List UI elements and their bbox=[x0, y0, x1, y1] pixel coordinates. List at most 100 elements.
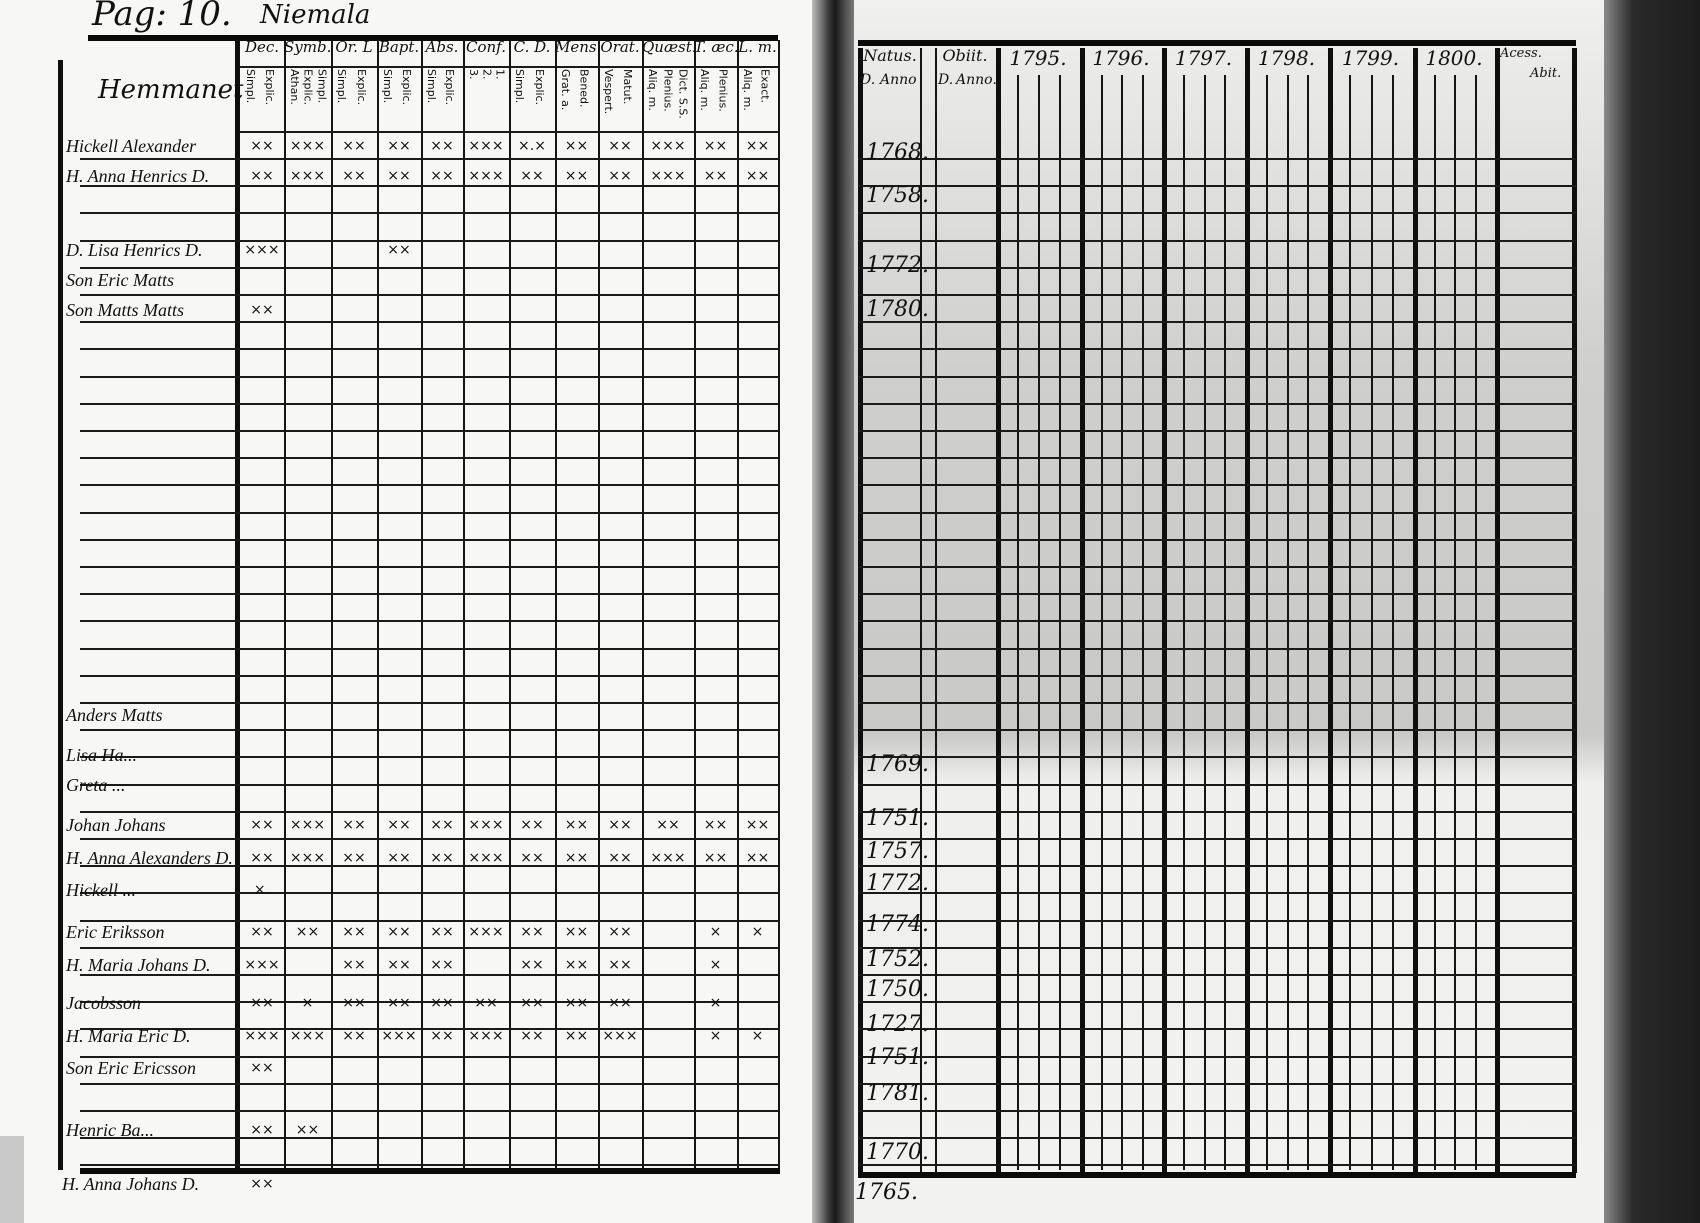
row-line bbox=[858, 1164, 1576, 1166]
book-binding bbox=[812, 0, 854, 1223]
attainment-mark: ×× bbox=[608, 168, 632, 184]
subcolumn-line bbox=[1307, 75, 1309, 1170]
row-line bbox=[858, 811, 1576, 813]
attainment-mark: ×× bbox=[250, 1060, 274, 1076]
year-column-header: 1796. bbox=[1092, 46, 1150, 70]
attainment-mark: ×× bbox=[342, 850, 366, 866]
row-line bbox=[858, 566, 1576, 568]
row-line bbox=[858, 892, 1576, 894]
register-entry-name: Hickell Alexander bbox=[66, 136, 197, 156]
accessit-header: Acess. bbox=[1500, 46, 1542, 61]
header-rule bbox=[858, 40, 1576, 46]
attainment-mark: ××× bbox=[244, 242, 280, 258]
row-line bbox=[858, 1001, 1576, 1003]
column-subheader: Explic. bbox=[443, 69, 456, 106]
attainment-mark: × bbox=[301, 995, 314, 1011]
name-column-border bbox=[235, 40, 240, 1170]
column-subheader: Simpl. bbox=[335, 69, 348, 104]
row-line bbox=[858, 403, 1576, 405]
column-header-label: Quæst. bbox=[642, 38, 697, 56]
birth-year: 1751. bbox=[866, 806, 929, 831]
attainment-mark: ×× bbox=[387, 957, 411, 973]
birth-year: 1769. bbox=[866, 752, 929, 777]
column-line bbox=[1572, 48, 1577, 1173]
birth-year: 1727. bbox=[866, 1012, 929, 1037]
column-line bbox=[284, 40, 286, 1170]
row-line bbox=[80, 430, 780, 432]
row-line bbox=[858, 593, 1576, 595]
attainment-mark: ×× bbox=[703, 850, 728, 866]
subcolumn-line bbox=[1434, 75, 1436, 1170]
attainment-mark: ×× bbox=[250, 168, 274, 184]
row-line bbox=[858, 920, 1576, 922]
row-line bbox=[80, 838, 780, 840]
attainment-mark: ××× bbox=[468, 1028, 504, 1044]
attainment-mark: ×× bbox=[430, 850, 454, 866]
row-line bbox=[858, 974, 1576, 976]
row-line bbox=[80, 566, 780, 568]
row-line bbox=[858, 1083, 1576, 1085]
column-line bbox=[1245, 48, 1250, 1173]
column-subheader: Athan. bbox=[288, 69, 301, 105]
row-line bbox=[80, 865, 780, 867]
column-line bbox=[1162, 48, 1167, 1173]
attainment-mark: ×× bbox=[745, 817, 770, 833]
attainment-mark: ×× bbox=[564, 138, 589, 154]
attainment-mark: ×× bbox=[703, 138, 728, 154]
attainment-mark: × bbox=[709, 924, 722, 940]
attainment-mark: ×× bbox=[564, 817, 589, 833]
column-subheader: Bened. bbox=[577, 69, 591, 108]
register-entry-name: Son Eric Matts bbox=[66, 270, 174, 290]
column-subheader: 1. bbox=[493, 69, 507, 80]
attainment-mark: ×× bbox=[250, 817, 274, 833]
column-line bbox=[509, 40, 511, 1170]
book-edge bbox=[1604, 0, 1700, 1223]
birth-year: 1758. bbox=[866, 183, 929, 208]
year-column-header: 1799. bbox=[1341, 46, 1400, 70]
column-subheader: Explic. bbox=[263, 69, 276, 106]
attainment-mark: ×.× bbox=[518, 138, 546, 154]
row-line bbox=[80, 784, 780, 786]
year-column-header: 1798. bbox=[1257, 46, 1316, 70]
attainment-mark: ×× bbox=[387, 168, 411, 184]
attainment-mark: ××× bbox=[289, 138, 326, 154]
subcolumn-line bbox=[1371, 75, 1373, 1170]
row-line bbox=[80, 675, 780, 677]
subcolumn-line bbox=[1142, 75, 1144, 1170]
attainment-mark: ××× bbox=[244, 957, 280, 973]
attainment-mark: ×× bbox=[250, 138, 274, 154]
row-line bbox=[80, 267, 780, 269]
column-subheader: Grat. a. bbox=[559, 69, 572, 111]
attainment-mark: × bbox=[709, 995, 722, 1011]
row-line bbox=[80, 756, 780, 758]
row-line bbox=[80, 1164, 780, 1166]
row-line bbox=[80, 974, 780, 976]
birth-year: 1768. bbox=[866, 140, 929, 165]
register-entry-name: H. Anna Johans D. bbox=[62, 1174, 200, 1194]
attainment-mark: ×× bbox=[430, 138, 454, 154]
attainment-mark: ×× bbox=[250, 850, 274, 866]
subcolumn-line bbox=[1287, 75, 1289, 1170]
row-line bbox=[858, 702, 1576, 704]
register-entry-name: Anders Matts bbox=[66, 705, 163, 725]
row-line bbox=[858, 675, 1576, 677]
birth-year: 1772. bbox=[866, 253, 929, 278]
birth-year: 1765. bbox=[855, 1180, 918, 1205]
birth-year: 1750. bbox=[866, 977, 929, 1002]
row-line bbox=[858, 430, 1576, 432]
attainment-mark: ××× bbox=[381, 1028, 417, 1044]
row-line bbox=[80, 484, 780, 486]
row-line bbox=[858, 294, 1576, 296]
row-line bbox=[80, 185, 780, 187]
attainment-mark: ×× bbox=[608, 924, 632, 940]
attainment-mark: ×× bbox=[342, 138, 366, 154]
register-entry-name: Son Eric Ericsson bbox=[66, 1058, 196, 1078]
attainment-mark: ×× bbox=[520, 168, 544, 184]
row-line bbox=[80, 539, 780, 541]
row-line bbox=[858, 1137, 1576, 1139]
row-line bbox=[80, 1056, 780, 1058]
column-line bbox=[778, 40, 780, 1170]
column-subheader: Explic. bbox=[301, 69, 315, 106]
attainment-mark: ××× bbox=[468, 817, 504, 833]
attainment-mark: ×× bbox=[520, 850, 544, 866]
